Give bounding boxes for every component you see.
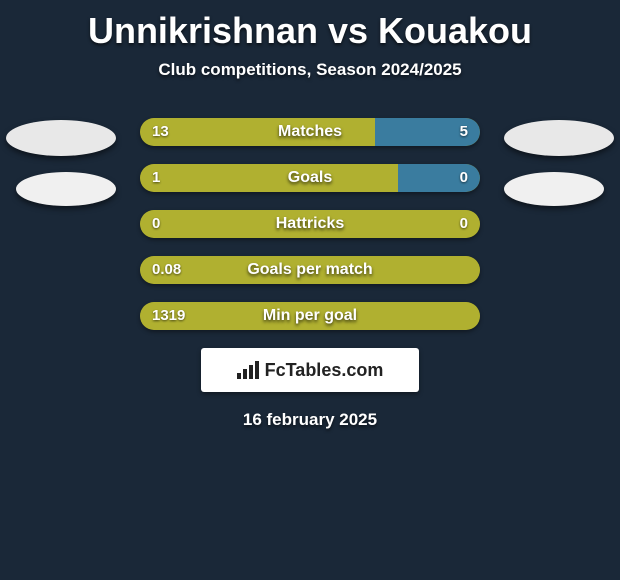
footer-date: 16 february 2025 (0, 410, 620, 430)
stat-label: Hattricks (140, 210, 480, 238)
stat-label: Goals per match (140, 256, 480, 284)
logo-box: FcTables.com (201, 348, 419, 392)
stat-row-goals: 1 0 Goals (0, 164, 620, 192)
stat-label: Min per goal (140, 302, 480, 330)
page-subtitle: Club competitions, Season 2024/2025 (0, 60, 620, 80)
bars-icon (237, 361, 259, 379)
stat-row-hattricks: 0 0 Hattricks (0, 210, 620, 238)
stat-row-goals-per-match: 0.08 Goals per match (0, 256, 620, 284)
stat-row-matches: 13 5 Matches (0, 118, 620, 146)
stat-label: Goals (140, 164, 480, 192)
stats-chart: 13 5 Matches 1 0 Goals 0 0 Hattricks 0.0… (0, 118, 620, 330)
logo-text: FcTables.com (265, 360, 384, 381)
stat-row-min-per-goal: 1319 Min per goal (0, 302, 620, 330)
stat-label: Matches (140, 118, 480, 146)
page-title: Unnikrishnan vs Kouakou (0, 0, 620, 52)
